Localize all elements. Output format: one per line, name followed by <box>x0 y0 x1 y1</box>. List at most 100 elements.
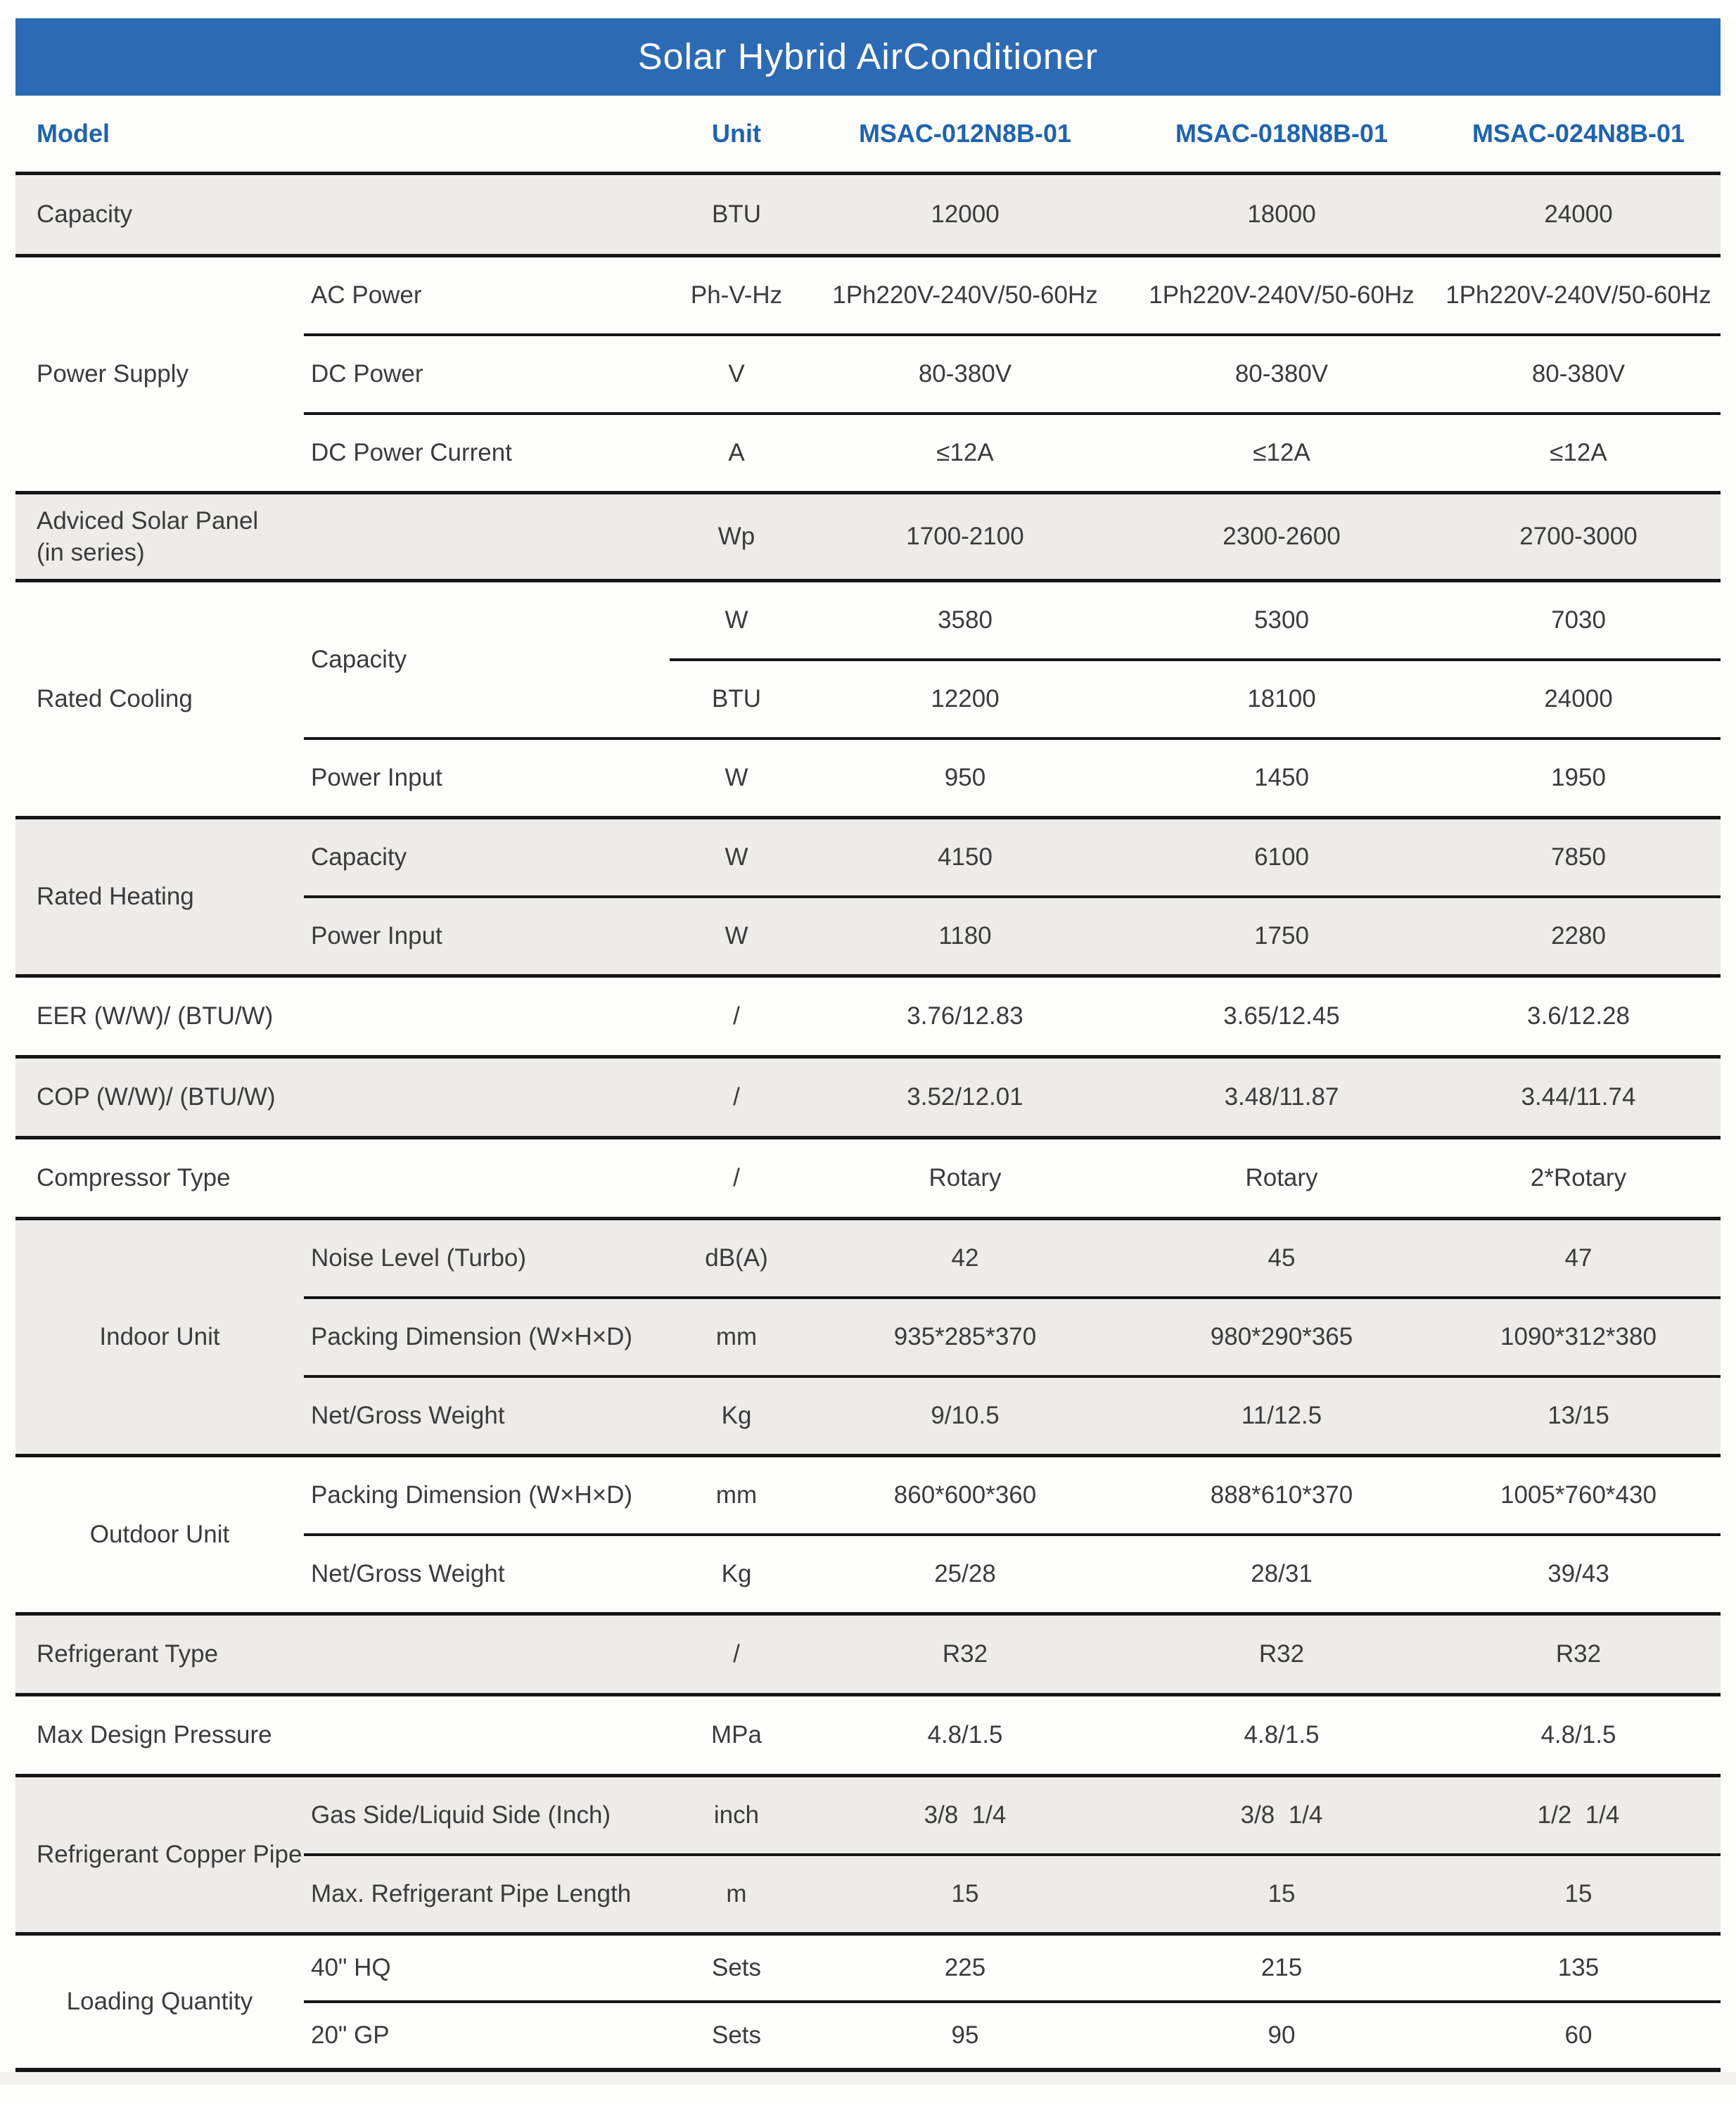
sub-label: Net/Gross Weight <box>311 1560 505 1587</box>
value-cell: 2280 <box>1551 922 1606 950</box>
table-header-row: Model Unit MSAC-012N8B-01 MSAC-018N8B-01… <box>15 96 1721 172</box>
group-label: Power Supply <box>37 360 189 388</box>
unit-cell: Sets <box>711 2021 762 2049</box>
sub-label: Power Input <box>311 764 442 791</box>
table-row: 40" HQ Sets 225 215 135 <box>304 1936 1721 2000</box>
value-cell: 42 <box>951 1244 979 1272</box>
unit-cell: BTU <box>712 200 761 228</box>
value-cell: 9/10.5 <box>931 1402 1000 1429</box>
section-loading-quantity: Loading Quantity 40" HQ Sets 225 215 135… <box>15 1932 1721 2068</box>
value-cell: 1Ph220V-240V/50-60Hz <box>832 281 1098 309</box>
spec-sheet-page: Solar Hybrid AirConditioner Model Unit M… <box>0 18 1736 2103</box>
value-cell: 215 <box>1260 1954 1303 1981</box>
table-row: Packing Dimension (W×H×D) mm 935*285*370… <box>304 1296 1721 1375</box>
group-label: Rated Heating <box>37 883 194 910</box>
value-cell: 80-380V <box>918 360 1012 388</box>
section-capacity: Capacity BTU 12000 18000 24000 <box>15 172 1721 254</box>
value-cell: 4.8/1.5 <box>1244 1721 1320 1749</box>
sub-label: 40" HQ <box>311 1954 391 1981</box>
table-row: Adviced Solar Panel (in series) Wp 1700-… <box>15 494 1721 579</box>
sub-label: AC Power <box>311 281 422 309</box>
unit-cell: W <box>725 922 748 950</box>
unit-cell: Kg <box>721 1402 752 1429</box>
value-cell: 15 <box>1268 1880 1296 1907</box>
value-cell: 1450 <box>1254 764 1309 791</box>
sub-label: Packing Dimension (W×H×D) <box>311 1323 633 1350</box>
value-cell: 3.52/12.01 <box>907 1083 1023 1111</box>
value-cell: Rotary <box>1245 1164 1318 1191</box>
row-label: Compressor Type <box>37 1164 231 1191</box>
sub-label: Capacity <box>311 646 407 673</box>
row-label: Max Design Pressure <box>37 1721 272 1749</box>
unit-cell: A <box>728 439 745 466</box>
sub-label: Capacity <box>311 843 407 871</box>
row-label: Adviced Solar Panel (in series) <box>37 506 259 567</box>
table-row: EER (W/W)/ (BTU/W) / 3.76/12.83 3.65/12.… <box>15 978 1721 1055</box>
unit-cell: mm <box>715 1323 758 1350</box>
value-cell: 1090*312*380 <box>1500 1323 1657 1350</box>
value-cell: 1Ph220V-240V/50-60Hz <box>1445 281 1711 309</box>
row-label: Refrigerant Type <box>37 1640 219 1668</box>
value-cell: 2300-2600 <box>1223 523 1341 550</box>
value-cell: 7030 <box>1551 606 1606 634</box>
value-cell: 3.48/11.87 <box>1224 1083 1339 1111</box>
page-title: Solar Hybrid AirConditioner <box>637 37 1099 77</box>
value-cell: 11/12.5 <box>1241 1402 1322 1429</box>
table-row: Power Input W 1180 1750 2280 <box>304 895 1721 974</box>
value-cell: 935*285*370 <box>893 1323 1037 1350</box>
value-cell: 47 <box>1564 1244 1593 1272</box>
group-label: Indoor Unit <box>99 1323 220 1350</box>
table-row: Net/Gross Weight Kg 9/10.5 11/12.5 13/15 <box>304 1375 1721 1454</box>
model-header-label: Model <box>37 119 110 148</box>
value-cell: 24000 <box>1544 685 1613 712</box>
value-cell: R32 <box>1555 1640 1602 1668</box>
row-label: Capacity <box>37 200 133 228</box>
section-refrigerant-type: Refrigerant Type / R32 R32 R32 <box>15 1612 1721 1693</box>
sub-label: Gas Side/Liquid Side (Inch) <box>311 1801 611 1829</box>
table-row: BTU 12200 18100 24000 <box>670 658 1721 737</box>
table-row: AC Power Ph-V-Hz 1Ph220V-240V/50-60Hz 1P… <box>304 257 1721 333</box>
table-row: DC Power Current A ≤12A ≤12A ≤12A <box>304 412 1721 491</box>
unit-cell: mm <box>715 1481 758 1509</box>
section-eer: EER (W/W)/ (BTU/W) / 3.76/12.83 3.65/12.… <box>15 974 1721 1055</box>
capacity-subgroup: Capacity W 3580 5300 7030 BTU 12200 <box>304 582 1721 737</box>
model-column-2: MSAC-018N8B-01 <box>1175 119 1389 148</box>
value-cell: 12000 <box>931 200 1000 228</box>
table-row: Packing Dimension (W×H×D) mm 860*600*360… <box>304 1457 1721 1533</box>
sub-label: Max. Refrigerant Pipe Length <box>311 1880 632 1907</box>
value-cell: 5300 <box>1254 606 1309 634</box>
value-cell: 135 <box>1557 1954 1600 1981</box>
value-cell: 15 <box>951 1880 979 1907</box>
table-row: Capacity BTU 12000 18000 24000 <box>15 175 1721 254</box>
value-cell: 3.65/12.45 <box>1223 1002 1340 1030</box>
value-cell: 3580 <box>938 606 993 634</box>
unit-cell: W <box>725 764 748 791</box>
value-cell: 1750 <box>1254 922 1309 950</box>
table-row: Gas Side/Liquid Side (Inch) inch 3/8 1/4… <box>304 1777 1721 1853</box>
value-cell: 1700-2100 <box>906 523 1024 550</box>
table-row: DC Power V 80-380V 80-380V 80-380V <box>304 333 1721 412</box>
row-label: COP (W/W)/ (BTU/W) <box>37 1083 276 1111</box>
value-cell: 1/2 1/4 <box>1537 1801 1620 1829</box>
unit-cell: / <box>733 1002 740 1030</box>
unit-cell: BTU <box>712 685 761 712</box>
value-cell: 45 <box>1268 1244 1296 1272</box>
unit-cell: inch <box>713 1801 760 1829</box>
value-cell: 24000 <box>1544 200 1613 228</box>
row-label: EER (W/W)/ (BTU/W) <box>37 1002 274 1030</box>
value-cell: 3.6/12.28 <box>1527 1002 1630 1030</box>
value-cell: Rotary <box>928 1164 1002 1191</box>
unit-cell: W <box>725 606 748 634</box>
table-bottom-border <box>15 2068 1721 2072</box>
page-bottom-margin <box>0 2072 1736 2085</box>
value-cell: 3.76/12.83 <box>907 1002 1023 1030</box>
unit-cell: MPa <box>711 1721 762 1749</box>
unit-cell: dB(A) <box>705 1244 768 1272</box>
sub-label: 20" GP <box>311 2021 390 2049</box>
model-column-1: MSAC-012N8B-01 <box>858 119 1072 148</box>
group-label: Refrigerant Copper Pipe <box>37 1841 302 1868</box>
spec-table: Model Unit MSAC-012N8B-01 MSAC-018N8B-01… <box>15 96 1721 2068</box>
value-cell: 4150 <box>938 843 993 871</box>
value-cell: 90 <box>1268 2021 1296 2049</box>
table-row: Noise Level (Turbo) dB(A) 42 45 47 <box>304 1220 1721 1296</box>
